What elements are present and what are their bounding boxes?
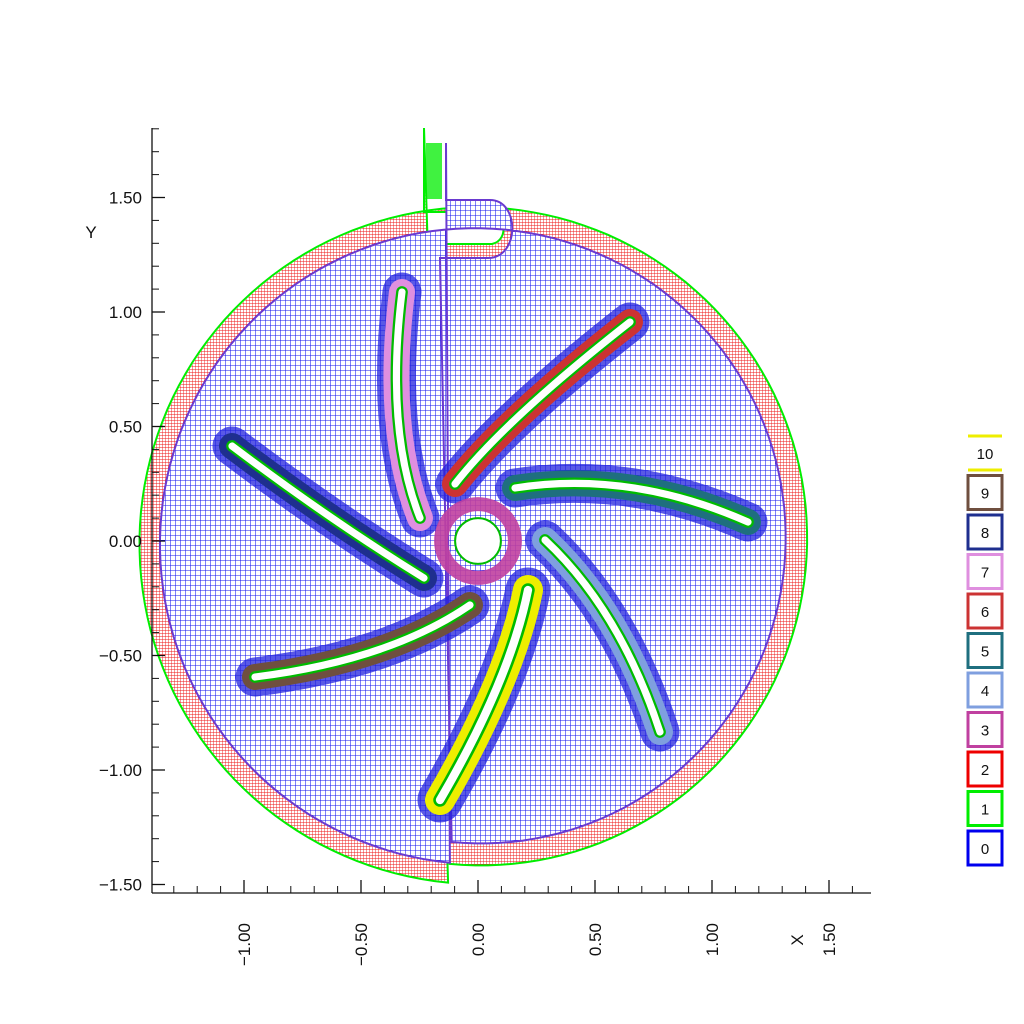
legend-item-5: 5 (966, 632, 1004, 669)
outlet-grid-1 (426, 143, 442, 199)
x-tick-label: 0.00 (469, 923, 488, 956)
legend-swatch (966, 829, 1004, 867)
blade-hole-10 (435, 585, 533, 805)
legend-item-2: 2 (966, 750, 1004, 788)
blade-hole-4 (541, 536, 664, 736)
legend-item-3: 3 (966, 711, 1004, 748)
y-tick-label: −1.50 (99, 876, 142, 895)
legend-label: 0 (981, 841, 989, 858)
x-tick-label: −0.50 (352, 923, 371, 966)
blade-hole-5 (511, 479, 752, 526)
y-tick-label: 1.00 (109, 303, 142, 322)
blade-hole-6 (451, 318, 634, 488)
legend-item-4: 4 (966, 671, 1004, 709)
y-tick-label: −0.50 (99, 647, 142, 666)
legend-swatch (966, 750, 1004, 788)
legend-item-10: 10 (968, 434, 1002, 472)
legend-swatch (966, 632, 1004, 669)
blade-hole-9 (251, 601, 474, 681)
x-tick-label: 0.50 (586, 923, 605, 956)
legend-label: 4 (981, 683, 989, 700)
legend-swatch (966, 513, 1004, 551)
y-tick-label: 1.50 (109, 189, 142, 208)
x-tick-label: 1.50 (820, 923, 839, 956)
legend-label: 6 (981, 604, 989, 621)
legend-item-0: 0 (966, 829, 1004, 867)
legend-label: 10 (977, 446, 994, 463)
legend-swatch (966, 553, 1004, 590)
x-tick-label: 1.00 (703, 923, 722, 956)
legend-label: 5 (981, 644, 989, 661)
legend-label: 7 (981, 565, 989, 582)
legend-swatch (966, 474, 1004, 511)
legend-item-8: 8 (966, 513, 1004, 551)
y-axis-label: Y (85, 223, 96, 242)
legend-item-7: 7 (966, 553, 1004, 590)
legend-item-6: 6 (966, 592, 1004, 630)
hub-hole (454, 517, 502, 565)
x-axis-label: X (788, 934, 807, 945)
y-tick-label: −1.00 (99, 761, 142, 780)
legend-label: 9 (981, 486, 989, 503)
legend-swatch (966, 711, 1004, 748)
y-tick-label: 0.00 (109, 532, 142, 551)
blade-hole-8 (228, 442, 428, 582)
legend-swatch (966, 671, 1004, 709)
x-tick-label: −1.00 (235, 923, 254, 966)
y-tick-label: 0.50 (109, 418, 142, 437)
mesh-layer (138, 127, 809, 884)
legend-item-1: 1 (966, 790, 1004, 827)
blade-hole-7 (392, 288, 424, 522)
axes: −1.00 −0.50 0.00 0.50 1.00 1.50 1.50 1.00 0.50 0.… (99, 128, 871, 966)
legend-label: 2 (981, 762, 989, 779)
legend-label: 8 (981, 525, 989, 542)
legend-swatch (966, 790, 1004, 827)
legend-swatch (966, 592, 1004, 630)
legend-label: 1 (981, 802, 989, 819)
hub-grid-3 (434, 497, 522, 585)
legend-label: 3 (981, 723, 989, 740)
legend-item-9: 9 (966, 474, 1004, 511)
